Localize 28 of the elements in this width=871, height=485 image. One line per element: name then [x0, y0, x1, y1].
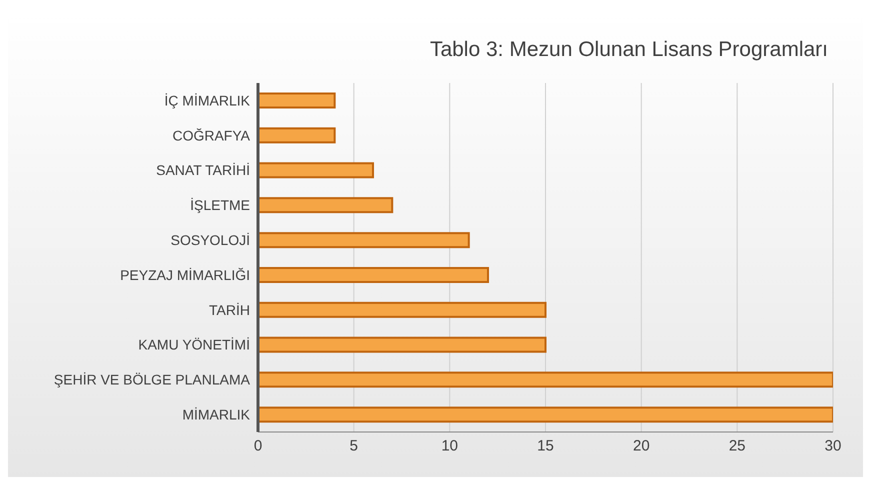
bar: [258, 92, 336, 108]
y-tick-label: KAMU YÖNETİMİ: [138, 336, 250, 353]
chart-title: Tablo 3: Mezun Olunan Lisans Programları: [430, 38, 828, 62]
y-tick-label: ŞEHİR VE BÖLGE PLANLAMA: [54, 372, 251, 388]
x-tick-label: 30: [824, 438, 842, 455]
x-tick-label: 25: [728, 438, 746, 455]
bar: [258, 336, 546, 353]
x-tick-label: 15: [537, 438, 554, 455]
y-tick-label: SANAT TARİHİ: [156, 162, 250, 178]
x-tick-label: 20: [632, 438, 650, 455]
x-tick-label: 5: [350, 438, 358, 455]
bar: [258, 406, 833, 423]
y-tick-label: PEYZAJ MİMARLIĞI: [120, 266, 250, 283]
bar: [258, 127, 336, 144]
bar: [258, 197, 394, 214]
y-tick-label: İŞLETME: [190, 197, 250, 214]
y-tick-label: MİMARLIK: [182, 406, 251, 423]
x-tick-label: 10: [441, 438, 458, 455]
bar: [258, 372, 833, 388]
y-tick-label: TARİH: [209, 302, 250, 318]
y-tick-label: İÇ MİMARLIK: [164, 92, 251, 108]
bar: [258, 266, 489, 283]
x-tick-label: 0: [254, 438, 262, 455]
bar: [258, 302, 546, 318]
bar: [258, 232, 470, 248]
bar: [258, 162, 374, 178]
y-tick-label: COĞRAFYA: [172, 127, 251, 144]
y-tick-label: SOSYOLOJİ: [170, 232, 250, 248]
